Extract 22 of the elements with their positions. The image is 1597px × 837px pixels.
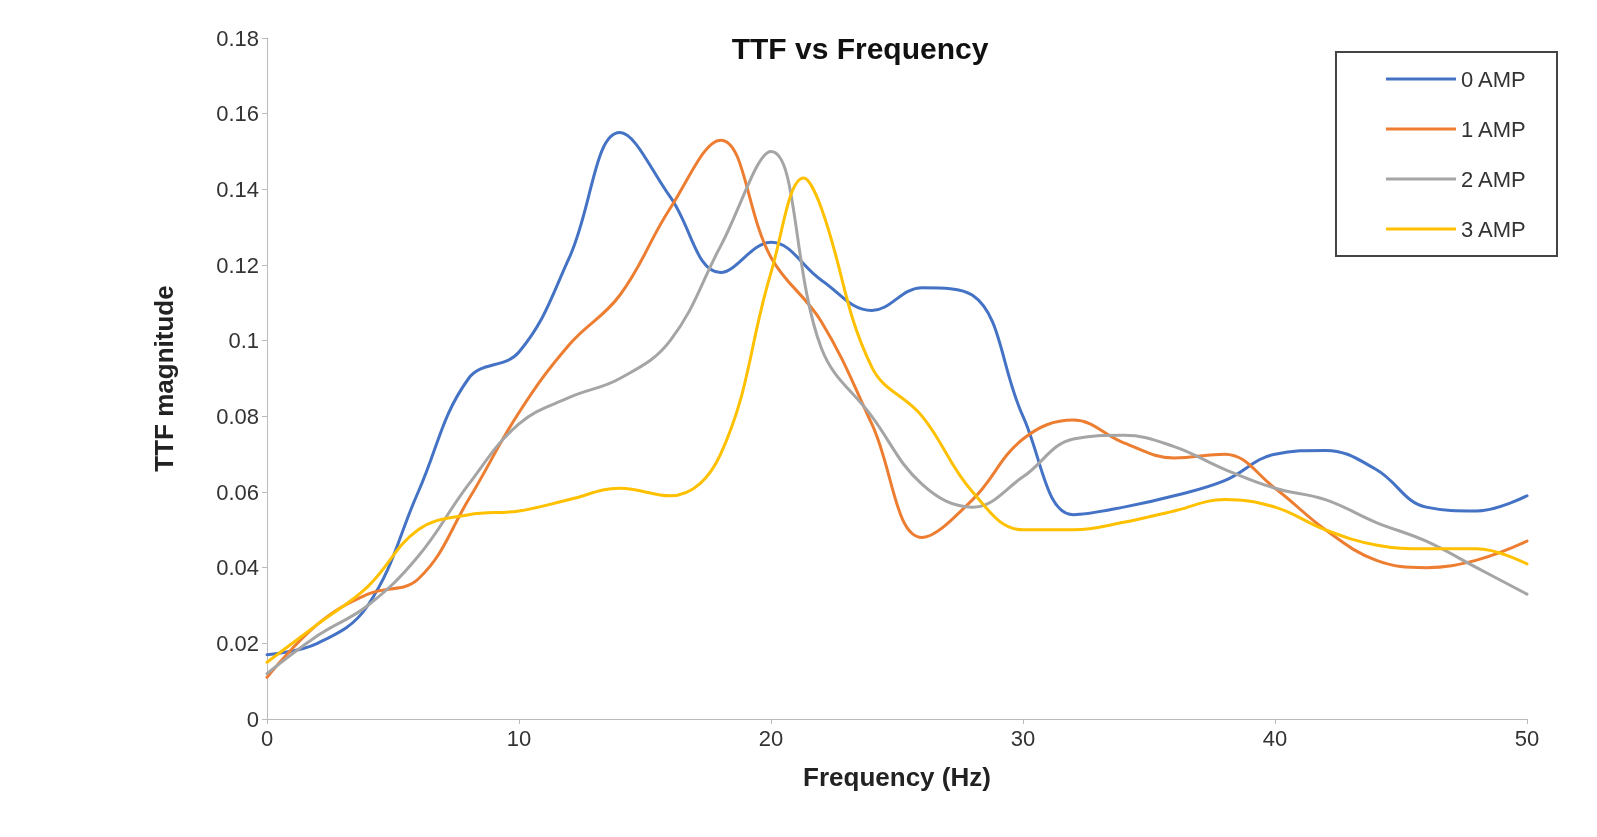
x-tick-label: 20 — [758, 725, 784, 751]
legend-label: 0 AMP — [1460, 66, 1526, 92]
y-tick-label: 0.18 — [216, 25, 259, 51]
x-tick-label: 10 — [506, 725, 532, 751]
y-tick-label: 0.12 — [216, 252, 259, 278]
y-tick-label: 0.04 — [216, 555, 259, 581]
x-tick-label: 50 — [1514, 725, 1540, 751]
x-axis-title: Frequency (Hz) — [803, 762, 991, 792]
y-tick-label: 0.14 — [216, 176, 259, 202]
legend-label: 3 AMP — [1460, 216, 1526, 242]
y-tick-label: 0 — [246, 706, 259, 732]
y-tick-label: 0.02 — [216, 630, 259, 656]
x-tick-label: 30 — [1010, 725, 1036, 751]
y-tick-label: 0.08 — [216, 403, 259, 429]
chart-title: TTF vs Frequency — [731, 31, 989, 65]
legend-label: 2 AMP — [1460, 166, 1526, 192]
x-tick-label: 40 — [1262, 725, 1288, 751]
y-axis-title: TTF magnitude — [149, 285, 179, 472]
legend-label: 1 AMP — [1460, 116, 1526, 142]
y-tick-label: 0.16 — [216, 101, 259, 127]
y-tick-label: 0.1 — [228, 328, 259, 354]
y-tick-label: 0.06 — [216, 479, 259, 505]
